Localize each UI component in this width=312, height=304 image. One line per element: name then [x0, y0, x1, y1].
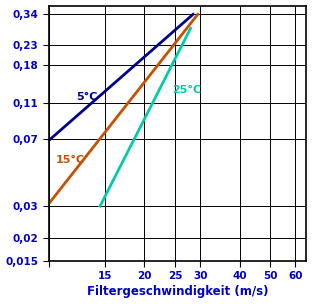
- Text: 25°C: 25°C: [172, 85, 201, 95]
- X-axis label: Filtergeschwindigkeit (m/s): Filtergeschwindigkeit (m/s): [87, 285, 268, 299]
- Text: 5°C: 5°C: [76, 92, 98, 102]
- Text: 15°C: 15°C: [56, 155, 85, 165]
